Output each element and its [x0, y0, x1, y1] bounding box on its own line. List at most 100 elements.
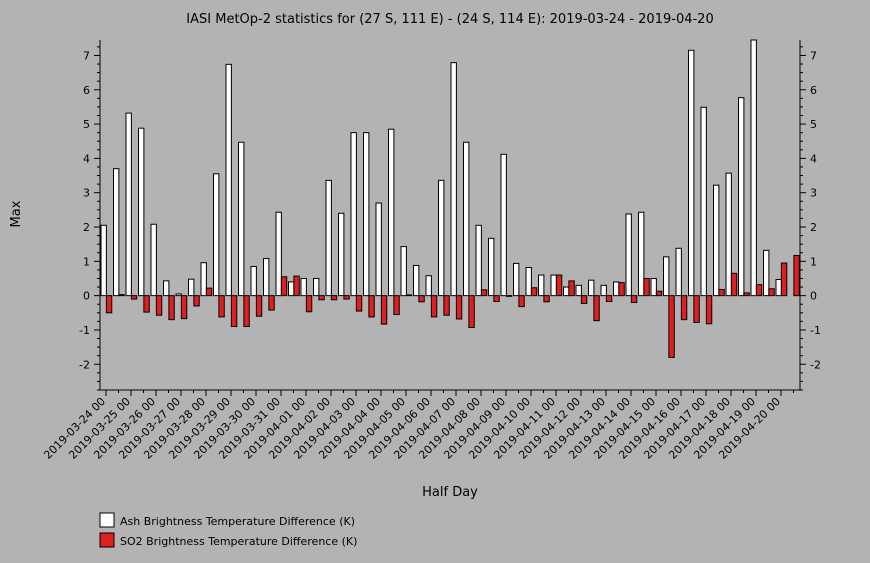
ash-bar	[375, 202, 382, 297]
ash-bar	[250, 265, 257, 297]
ash-bar	[225, 63, 232, 297]
y-tick-label-right: 2	[810, 221, 817, 234]
ash-bar	[300, 277, 307, 297]
so2-bar	[543, 295, 550, 303]
ash-bar	[750, 39, 757, 297]
ash-bar	[350, 132, 357, 297]
so2-bar	[655, 290, 663, 297]
so2-bar	[393, 295, 400, 316]
ash-bar	[700, 106, 707, 297]
ash-bar	[575, 284, 582, 297]
ash-bar	[413, 264, 420, 297]
so2-bar	[493, 295, 500, 302]
x-axis-label: Half Day	[422, 485, 478, 500]
so2-bar	[668, 295, 675, 358]
ash-bar	[638, 211, 645, 297]
so2-bar	[693, 295, 700, 323]
legend-swatch-so2	[99, 532, 115, 548]
so2-bar	[580, 295, 588, 305]
legend-label-ash: Ash Brightness Temperature Difference (K…	[120, 515, 355, 528]
ash-bar	[125, 112, 132, 297]
y-tick-label-left: 7	[83, 49, 90, 62]
so2-bar	[230, 295, 238, 328]
so2-bar	[193, 295, 200, 307]
ash-bar	[500, 153, 507, 297]
ash-bar	[325, 179, 332, 297]
so2-bar	[605, 295, 613, 302]
ash-bar	[763, 249, 770, 297]
so2-bar	[380, 295, 388, 325]
ash-bar	[738, 97, 745, 297]
ash-bar	[550, 274, 557, 297]
so2-bar	[443, 295, 450, 316]
ash-bar	[625, 213, 632, 297]
y-tick-label-left: 1	[83, 255, 90, 268]
so2-bar	[243, 295, 250, 328]
ash-bar	[675, 247, 682, 297]
ash-bar	[275, 211, 282, 297]
so2-bar	[505, 295, 513, 297]
ash-bar	[400, 246, 407, 297]
so2-bar	[343, 295, 350, 300]
so2-bar	[468, 295, 475, 329]
ash-bar	[663, 256, 670, 297]
y-tick-label-left: 3	[83, 187, 90, 200]
so2-bar	[618, 282, 625, 297]
ash-bar	[463, 141, 470, 297]
legend-swatch-ash	[99, 512, 115, 528]
so2-bar	[455, 295, 463, 320]
ash-bar	[775, 279, 782, 297]
so2-bar	[718, 288, 725, 297]
ash-bar	[363, 132, 370, 297]
y-tick-label-right: 4	[810, 152, 817, 165]
ash-bar	[188, 278, 195, 297]
ash-bar	[263, 258, 270, 297]
so2-bar	[268, 295, 275, 311]
ash-bar	[288, 281, 295, 297]
so2-bar	[330, 295, 338, 301]
ash-bar	[488, 237, 495, 297]
ash-bar	[513, 262, 520, 297]
ash-bar	[113, 168, 120, 297]
ash-bar	[163, 280, 170, 297]
so2-bar	[418, 295, 425, 303]
y-tick-label-left: -1	[79, 324, 90, 337]
so2-bar	[318, 295, 325, 301]
so2-bar	[643, 277, 650, 297]
y-tick-label-right: 1	[810, 255, 817, 268]
so2-bar	[768, 288, 775, 297]
so2-bar	[430, 295, 438, 318]
so2-bar	[205, 287, 213, 297]
so2-bar	[530, 287, 538, 297]
so2-bar	[293, 275, 300, 297]
y-tick-label-right: 6	[810, 84, 817, 97]
so2-bar	[405, 294, 413, 297]
legend-label-so2: SO2 Brightness Temperature Difference (K…	[120, 535, 357, 548]
y-tick-label-left: 5	[83, 118, 90, 131]
ash-bar	[713, 184, 720, 297]
ash-bar	[338, 212, 345, 297]
ash-bar	[650, 277, 657, 297]
y-tick-label-right: 0	[810, 290, 817, 303]
y-tick-label-left: 0	[83, 290, 90, 303]
ash-bar	[138, 127, 145, 297]
so2-bar	[630, 295, 638, 304]
ash-bar	[200, 262, 207, 297]
so2-bar	[793, 254, 800, 297]
so2-bar	[368, 295, 375, 318]
so2-bar	[705, 295, 713, 325]
so2-bar	[593, 295, 600, 322]
y-tick-label-left: 6	[83, 84, 90, 97]
ash-bar	[313, 277, 320, 297]
legend: Ash Brightness Temperature Difference (K…	[99, 512, 357, 548]
so2-bar	[105, 295, 113, 314]
so2-bar	[555, 274, 563, 297]
so2-bar	[218, 295, 225, 318]
so2-bar	[255, 295, 263, 317]
ash-bar	[563, 286, 570, 297]
ash-bar	[238, 141, 245, 297]
so2-bar	[755, 284, 763, 297]
y-tick-label-left: 4	[83, 152, 90, 165]
